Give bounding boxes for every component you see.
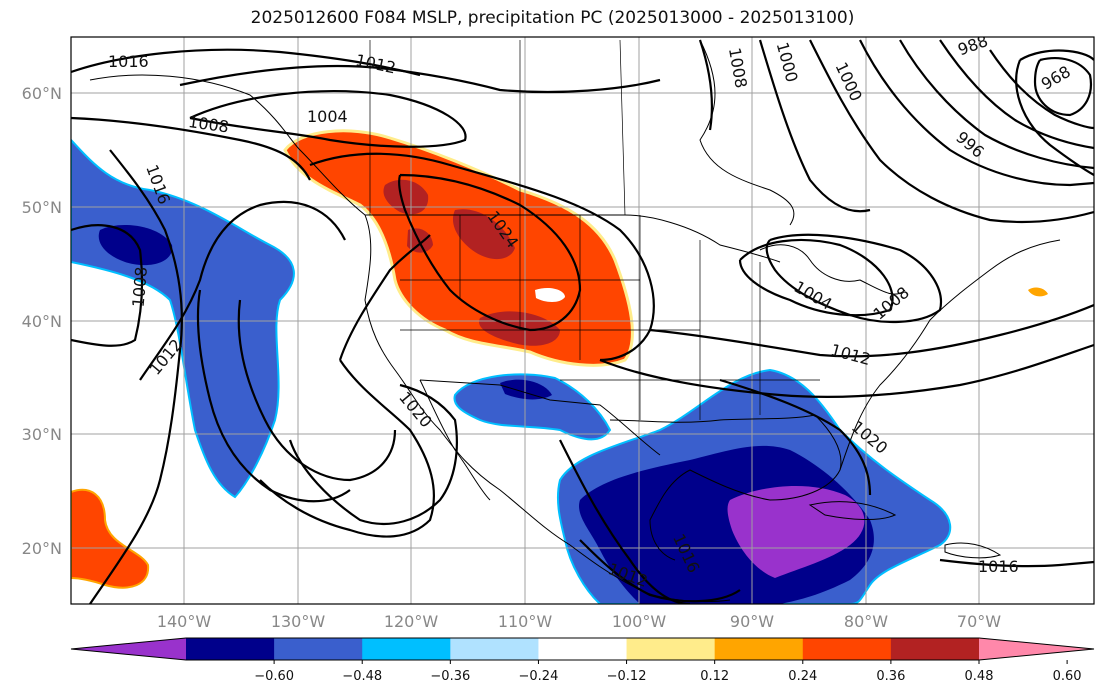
colorbar-tick-label: −0.12 — [607, 669, 647, 684]
lon-label: 80°W — [844, 612, 888, 631]
isobar-976 — [1015, 49, 1094, 176]
gulf-coast — [609, 414, 842, 561]
colorbar-tick-label: 0.60 — [1053, 669, 1082, 684]
lon-label: 110°W — [498, 612, 553, 631]
colorbar-segment — [626, 638, 716, 660]
isobar-1008-lakes — [765, 233, 943, 323]
colorbar-ticks: −0.60 −0.48 −0.36 −0.24 −0.12 0.12 0.24 0.36 0.4… — [254, 660, 1082, 684]
isobar-996 — [859, 39, 1094, 187]
isobar-1004 — [189, 90, 467, 148]
isobar-1012-east — [649, 303, 1094, 358]
negative-anomaly-baja-core — [500, 379, 552, 400]
colorbar-tick-label: −0.24 — [519, 669, 559, 684]
isobar-1004-lakes — [738, 238, 894, 317]
colorbar-outline — [70, 637, 1095, 661]
hispaniola — [944, 542, 1002, 559]
positive-anomaly-core-center — [452, 209, 515, 260]
isobar-1012-south — [579, 539, 741, 603]
isobar-1008-top — [698, 39, 714, 131]
isobar-1016-east — [599, 343, 1094, 399]
negative-anomaly-caribbean-max — [727, 485, 865, 578]
isobar-1020-loop — [288, 383, 458, 525]
isobar-968 — [1033, 57, 1093, 117]
map-title: 2025012600 F084 MSLP, precipitation PC (… — [250, 8, 855, 28]
positive-anomaly-western-na — [283, 129, 634, 367]
us-mexico-border — [419, 379, 661, 456]
colorbar-tick-label: 0.12 — [700, 669, 729, 684]
positive-anomaly-core-north — [383, 179, 429, 215]
lat-label: 30°N — [22, 425, 62, 444]
isobar-1008-nw — [71, 116, 311, 181]
dry-hole — [535, 287, 565, 302]
longitude-labels: 140°W 130°W 120°W 110°W 100°W 90°W 80°W … — [157, 612, 1001, 631]
isobar-1008-west — [71, 224, 144, 347]
isobar-992 — [899, 39, 1094, 170]
isobar-1020-central — [259, 234, 435, 538]
colorbar-tick-label: 0.24 — [788, 669, 817, 684]
colorbar-segment — [186, 638, 275, 660]
atlantic-coast — [839, 239, 1061, 471]
isobar-1016-inner — [237, 299, 397, 482]
colorbar-tick-label: −0.48 — [342, 669, 382, 684]
colorbar-tick-label: −0.60 — [254, 669, 294, 684]
isobars — [71, 39, 1094, 604]
isobar-1020-gulf — [719, 378, 872, 496]
isobar-1024 — [398, 173, 582, 332]
isobar-1016-north — [71, 48, 421, 77]
colorbar-segment — [362, 638, 451, 660]
negative-anomaly-baja — [453, 373, 612, 441]
isobar-label: 1016 — [978, 557, 1019, 576]
lon-label: 100°W — [612, 612, 667, 631]
baja-california — [419, 379, 491, 501]
isobar-1012-north — [179, 64, 661, 94]
map-frame — [70, 36, 1095, 605]
colorbar-segment — [274, 638, 363, 660]
precipitation-shading — [71, 129, 1048, 604]
isobar-label: 1008 — [129, 266, 151, 308]
isobar-1000-top — [758, 39, 871, 213]
lon-label: 70°W — [957, 612, 1001, 631]
latitude-labels: 60°N 50°N 40°N 30°N 20°N — [22, 84, 62, 558]
colorbar-segment — [890, 638, 980, 660]
colorbar-extend-high — [979, 638, 1094, 660]
colorbar-tick-label: 0.48 — [965, 669, 994, 684]
isobar-1012-west — [139, 200, 346, 381]
north-america-pacific-coast — [89, 74, 731, 602]
isobar-1016-west — [89, 149, 183, 604]
isobar-1020-west-loop — [196, 289, 351, 503]
great-lakes — [759, 244, 906, 295]
lat-label: 20°N — [22, 539, 62, 558]
isobar-1020-ridge — [309, 152, 655, 362]
atlantic-orange-spot — [1028, 287, 1048, 297]
colorbar: −0.60 −0.48 −0.36 −0.24 −0.12 0.12 0.24 0.36 0.4… — [70, 637, 1095, 684]
lon-label: 140°W — [157, 612, 212, 631]
isobar-1000-ne — [809, 39, 1094, 224]
colorbar-segment — [802, 638, 892, 660]
cuba — [808, 501, 897, 521]
colorbar-tick-label: −0.36 — [430, 669, 470, 684]
colorbar-segment — [714, 638, 804, 660]
isobar-label: 1016 — [108, 52, 149, 71]
lat-label: 50°N — [22, 198, 62, 217]
isobar-980 — [989, 49, 1094, 130]
lat-label: 40°N — [22, 312, 62, 331]
colorbar-segment — [450, 638, 539, 660]
colorbar-segments — [70, 637, 1095, 661]
gridlines — [71, 37, 1094, 604]
isobar-988 — [939, 39, 1094, 150]
negative-anomaly-pacific-core — [98, 225, 173, 266]
lon-label: 120°W — [384, 612, 439, 631]
lon-label: 130°W — [271, 612, 326, 631]
isobar-1016-carib — [939, 558, 1094, 568]
lat-label: 60°N — [22, 84, 62, 103]
lon-label: 90°W — [730, 612, 774, 631]
isobar-label: 1004 — [307, 107, 348, 126]
positive-anomaly-pacific-sw — [71, 488, 150, 589]
colorbar-extend-low — [71, 638, 186, 660]
colorbar-segment — [538, 638, 628, 660]
hudson-bay-region — [699, 39, 795, 226]
positive-anomaly-core-west — [407, 228, 433, 253]
colorbar-tick-label: 0.36 — [876, 669, 905, 684]
